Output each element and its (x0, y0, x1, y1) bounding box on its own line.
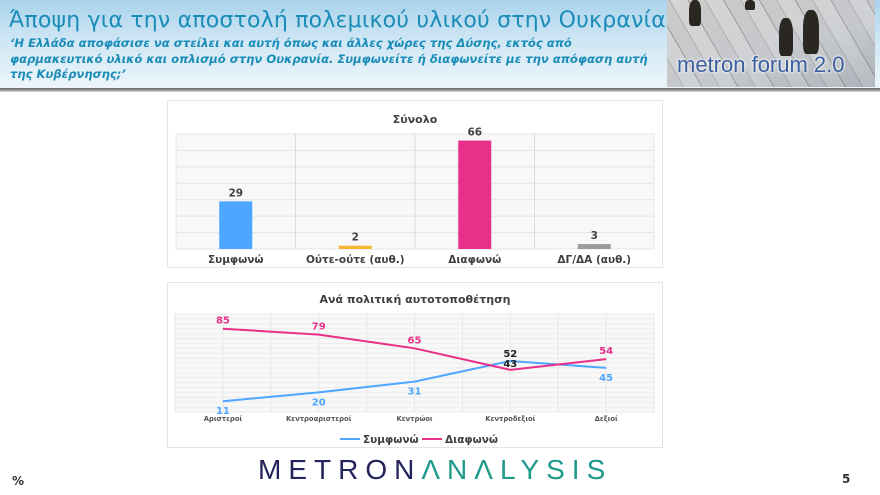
category-label: Κεντρώοι (396, 415, 432, 423)
bar-value-label: 2 (352, 232, 359, 244)
category-label: Κεντροαριστεροί (286, 415, 352, 423)
brand-label: metron forum 2.0 (677, 52, 845, 77)
metron-analysis-logo: METRONΛNΛLYSIS (258, 454, 612, 486)
metron-forum-banner: metron forum 2.0 (667, 0, 875, 87)
line-chart-title: Ανά πολιτική αυτοτοποθέτηση (319, 293, 511, 306)
bar-value-label: 66 (467, 127, 482, 139)
person-silhouette (745, 0, 755, 10)
disagree-value-label: 65 (408, 335, 422, 346)
category-label: Αριστεροί (204, 415, 243, 423)
header-divider (0, 88, 880, 92)
category-label: Δεξιοί (595, 415, 618, 423)
logo-analysis: ΛNΛLYSIS (421, 454, 613, 485)
line-chart-plot: 11 20 31 52 45 85 79 65 43 54 Αριστεροί Κεντροαριστ… (174, 313, 655, 446)
page-number: 5 (842, 472, 851, 486)
legend-label: Συμφωνώ (363, 434, 419, 446)
bar-value-label: 3 (591, 230, 598, 242)
person-silhouette (689, 0, 701, 26)
slide-title: Άποψη για την αποστολή πολεμικού υλικού … (9, 8, 666, 33)
bar-value-label: 29 (228, 187, 243, 199)
bar (219, 201, 253, 249)
disagree-value-label: 54 (599, 346, 613, 357)
agree-value-label: 52 (503, 349, 517, 360)
bar (458, 140, 492, 249)
agree-value-label: 20 (312, 397, 326, 408)
agree-value-label: 31 (408, 387, 422, 398)
ideology-line-chart: Ανά πολιτική αυτοτοποθέτηση 11 20 31 52 45 85… (167, 282, 663, 448)
category-label: ΔΓ/ΔΑ (αυθ.) (557, 254, 631, 266)
total-bar-chart: Σύνολο 29 Συμφωνώ 2 Ούτε-ούτε (αυθ.) 66 Διαφω… (167, 100, 663, 268)
survey-question: ‘Η Ελλάδα αποφάσισε να στείλει και αυτή … (10, 36, 648, 81)
slide-header: Άποψη για την αποστολή πολεμικού υλικού … (0, 0, 880, 90)
bar (577, 244, 611, 249)
series-line (222, 360, 607, 403)
legend-label: Διαφωνώ (445, 434, 498, 446)
unit-symbol: % (12, 474, 25, 488)
bar-chart-plot: 29 Συμφωνώ 2 Ούτε-ούτε (αυθ.) 66 Διαφωνώ 3 ΔΓ/Δ… (175, 127, 655, 266)
bar (338, 245, 372, 249)
disagree-value-label: 79 (312, 322, 326, 333)
agree-value-label: 45 (599, 373, 613, 384)
category-label: Ούτε-ούτε (αυθ.) (306, 254, 405, 266)
category-label: Συμφωνώ (208, 254, 264, 266)
series-line (222, 327, 607, 371)
person-silhouette (803, 10, 819, 54)
agree-value-label: 11 (216, 406, 230, 417)
category-label: Κεντροδεξιοί (485, 415, 535, 423)
banner-photo-shade (667, 0, 875, 87)
category-label: Διαφωνώ (448, 254, 501, 266)
disagree-value-label: 43 (503, 359, 517, 370)
person-silhouette (779, 18, 793, 56)
disagree-value-label: 85 (216, 316, 230, 327)
bar-chart-title: Σύνολο (392, 113, 438, 126)
logo-metron: METRON (258, 454, 422, 485)
